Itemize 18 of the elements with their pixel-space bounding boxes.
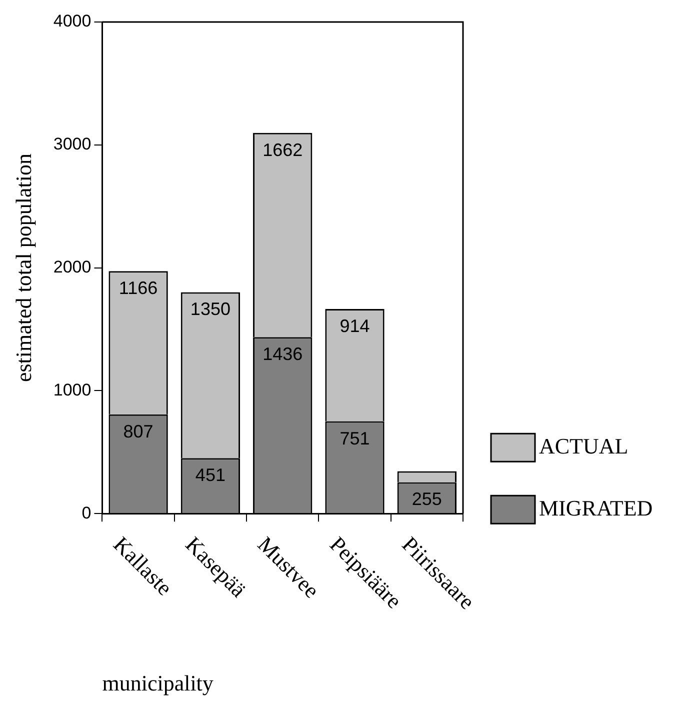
data-label: 1662 bbox=[262, 140, 303, 160]
y-tick-label: 2000 bbox=[53, 257, 92, 276]
y-axis-title: estimated total population bbox=[10, 154, 36, 382]
legend-label: MIGRATED bbox=[539, 495, 653, 520]
y-tick-label: 0 bbox=[82, 503, 92, 522]
data-label: 914 bbox=[340, 316, 370, 336]
data-label: 1166 bbox=[118, 278, 158, 298]
data-label: 1350 bbox=[190, 299, 230, 320]
y-tick-label: 3000 bbox=[53, 134, 92, 154]
data-label: 751 bbox=[340, 428, 370, 448]
data-label: 807 bbox=[123, 421, 154, 442]
legend-label: ACTUAL bbox=[539, 433, 628, 458]
data-label: 1436 bbox=[262, 344, 303, 364]
data-label: 255 bbox=[412, 489, 442, 510]
x-axis-title: municipality bbox=[102, 670, 214, 696]
data-label: 451 bbox=[195, 465, 226, 486]
y-tick-label: 4000 bbox=[53, 12, 92, 31]
y-tick-label: 1000 bbox=[53, 380, 92, 400]
